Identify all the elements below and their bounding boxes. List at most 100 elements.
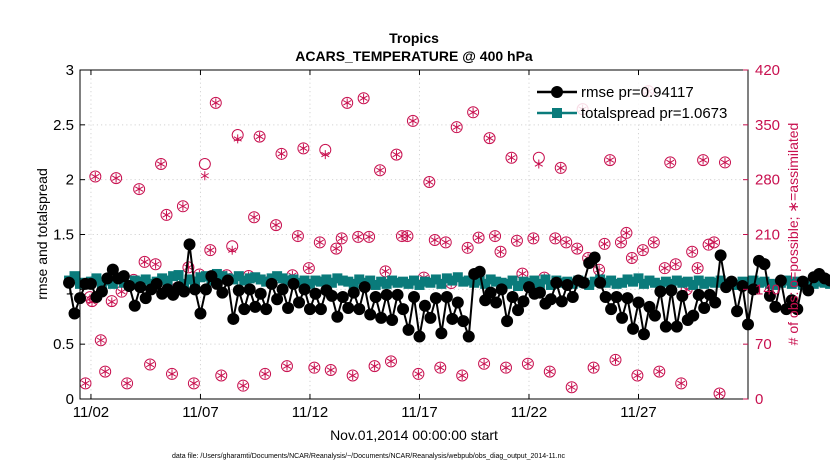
obs-assimilated-point xyxy=(239,381,248,391)
rmse-point xyxy=(451,296,464,309)
obs-possible-point xyxy=(160,208,173,221)
totalspread-point xyxy=(814,276,825,287)
obs-assimilated-point xyxy=(140,257,149,267)
totalspread-point xyxy=(688,279,699,290)
obs-possible-point xyxy=(89,170,102,183)
y-tick-label: 1 xyxy=(66,281,74,298)
obs-layer xyxy=(79,85,732,400)
totalspread-point xyxy=(463,275,474,286)
obs-assimilated-point xyxy=(622,228,631,238)
rmse-point xyxy=(386,314,399,327)
obs-possible-point xyxy=(324,364,337,377)
legend-rmse-marker xyxy=(551,86,563,98)
rmse-point xyxy=(457,315,470,328)
x-tick-label: 11/27 xyxy=(620,404,656,421)
rmse-point xyxy=(380,288,393,301)
obs-possible-point xyxy=(489,230,502,243)
obs-assimilated-point xyxy=(359,93,368,103)
rmse-point xyxy=(232,284,245,297)
totalspread-point xyxy=(452,272,463,283)
totalspread-point xyxy=(239,275,250,286)
obs-assimilated-point xyxy=(529,233,538,243)
obs-assimilated-point xyxy=(117,287,126,297)
obs-possible-point xyxy=(412,367,425,380)
totalspread-point xyxy=(304,278,315,289)
rmse-point xyxy=(769,300,782,313)
obs-possible-point xyxy=(620,226,633,239)
obs-possible-point xyxy=(270,219,283,232)
obs-possible-point xyxy=(237,379,250,392)
obs-possible-point xyxy=(647,236,660,249)
obs-assimilated-point xyxy=(474,233,483,243)
totalspread-point xyxy=(195,272,206,283)
totalspread-point xyxy=(502,278,513,289)
totalspread-point xyxy=(441,273,452,284)
obs-possible-point xyxy=(363,230,376,243)
x-tick-label: 11/02 xyxy=(73,404,109,421)
obs-assimilated-point xyxy=(299,143,308,153)
obs-possible-point xyxy=(341,96,354,109)
legend-totalspread-marker xyxy=(552,108,562,118)
obs-possible-point xyxy=(99,365,112,378)
totalspread-point xyxy=(430,274,441,285)
totalspread-point xyxy=(628,276,639,287)
totalspread-point xyxy=(157,273,168,284)
rmse-point xyxy=(561,278,574,291)
obs-assimilated-point xyxy=(556,163,565,173)
totalspread-point xyxy=(184,274,195,285)
totalspread-point xyxy=(398,276,409,287)
obs-possible-point xyxy=(198,158,211,170)
totalspread-point xyxy=(392,277,403,288)
rmse-point xyxy=(188,283,201,296)
obs-assimilated-point xyxy=(134,184,144,194)
x-tick-label: 11/12 xyxy=(292,404,328,421)
obs-possible-point xyxy=(697,154,710,167)
y-right-tick-label: 140 xyxy=(755,281,780,298)
rmse-point xyxy=(495,283,508,296)
obs-possible-point xyxy=(110,172,123,185)
totalspread-point xyxy=(387,275,398,286)
rmse-point xyxy=(747,283,760,296)
totalspread-point xyxy=(633,273,644,284)
totalspread-point xyxy=(507,275,518,286)
obs-assimilated-point xyxy=(666,157,675,167)
rmse-point xyxy=(533,286,546,299)
rmse-point xyxy=(287,277,300,290)
totalspread-point xyxy=(513,281,524,292)
totalspread-point xyxy=(666,278,677,289)
rmse-point xyxy=(484,286,497,299)
obs-possible-point xyxy=(335,232,348,245)
obs-possible-point xyxy=(259,367,272,380)
rmse-point xyxy=(714,249,727,262)
rmse-point xyxy=(298,283,311,296)
rmse-point xyxy=(588,251,601,264)
obs-assimilated-point xyxy=(698,155,708,165)
totalspread-point xyxy=(474,275,485,286)
obs-assimilated-point xyxy=(649,237,658,247)
rmse-point xyxy=(199,283,212,296)
obs-possible-point xyxy=(385,355,398,368)
rmse-point xyxy=(517,295,530,308)
obs-assimilated-point xyxy=(375,165,385,175)
rmse-point xyxy=(408,291,420,304)
totalspread-point xyxy=(660,276,671,287)
totalspread-point xyxy=(622,274,633,285)
totalspread-point xyxy=(283,275,294,286)
obs-assimilated-point xyxy=(677,378,686,388)
rmse-point xyxy=(435,327,448,340)
obs-assimilated-point xyxy=(200,171,209,181)
obs-possible-point xyxy=(302,262,315,275)
y-right-tick-label: 280 xyxy=(755,172,780,189)
obs-possible-point xyxy=(330,242,343,255)
obs-assimilated-point xyxy=(551,233,560,243)
totalspread-point xyxy=(491,276,502,287)
rmse-point xyxy=(758,258,771,271)
totalspread-point xyxy=(518,276,529,287)
rmse-point xyxy=(238,303,251,316)
obs-assimilated-point xyxy=(354,232,363,242)
totalspread-point xyxy=(638,278,649,289)
obs-assimilated-point xyxy=(332,244,341,254)
obs-assimilated-point xyxy=(507,153,516,163)
totalspread-point xyxy=(419,276,430,287)
